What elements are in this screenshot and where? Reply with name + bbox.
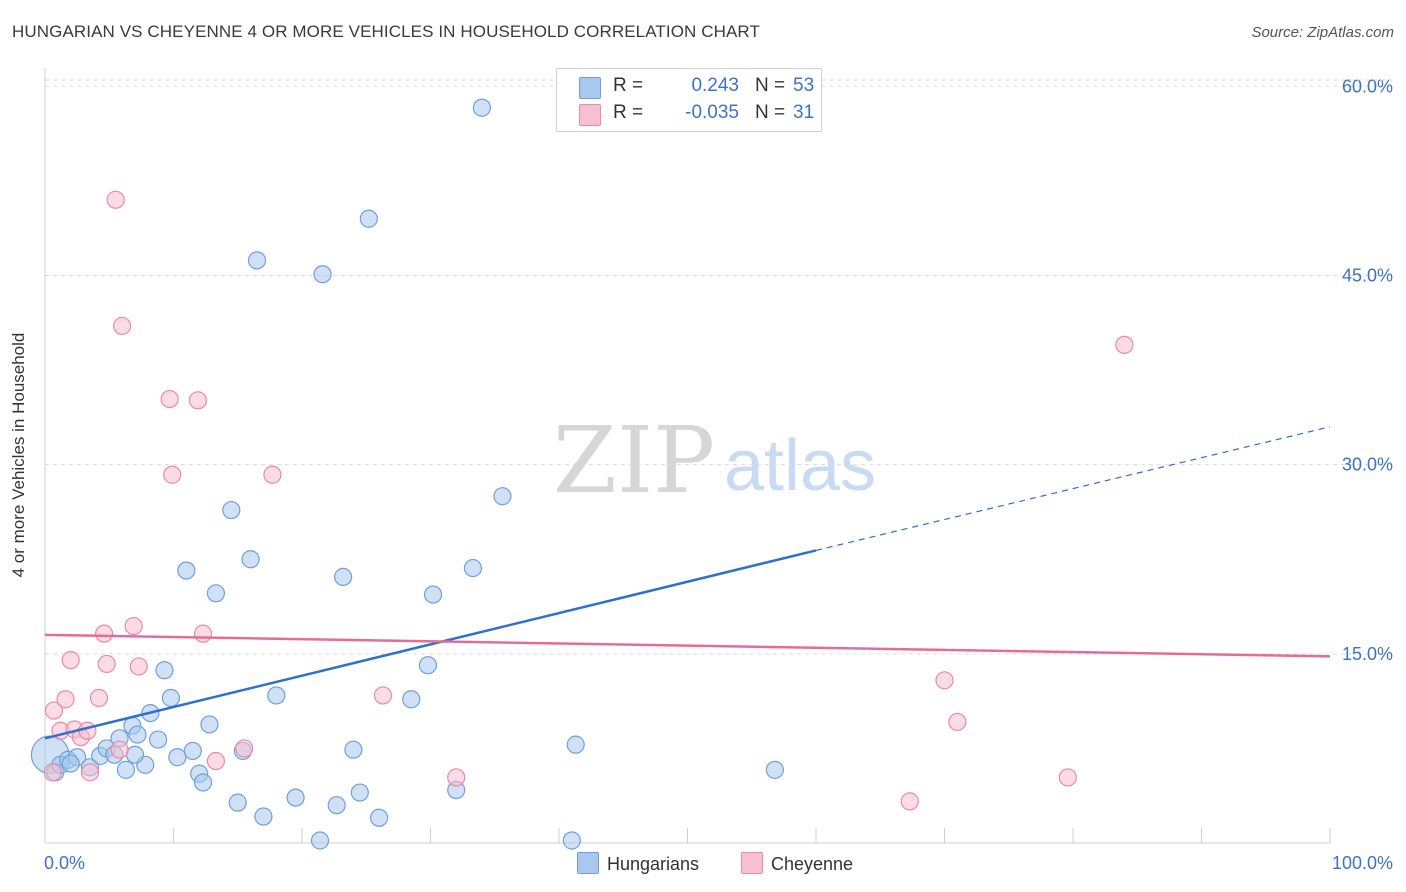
- cheyenne-point: [235, 739, 254, 758]
- cheyenne-point: [447, 768, 466, 787]
- hungarians-point: [370, 808, 389, 827]
- hungarians-point: [472, 98, 491, 117]
- n-value: 53: [793, 75, 815, 96]
- chart-title: HUNGARIAN VS CHEYENNE 4 OR MORE VEHICLES…: [12, 22, 760, 41]
- cheyenne-swatch: [741, 852, 763, 874]
- hungarians-point: [344, 740, 363, 759]
- y-tick-label: 45.0%: [1342, 265, 1393, 285]
- hungarians-point: [155, 661, 174, 680]
- cheyenne-point: [43, 763, 62, 782]
- hungarians-point: [200, 715, 219, 734]
- y-tick-label: 30.0%: [1342, 455, 1393, 475]
- source-label: Source: ZipAtlas.com: [1251, 24, 1394, 41]
- hungarians-point: [267, 686, 286, 705]
- correlation-legend: R = 0.243 N = 53 R = -0.035 N = 31: [556, 68, 822, 132]
- hungarians-point: [116, 760, 136, 779]
- legend-item-cheyenne: Cheyenne: [741, 852, 853, 875]
- hungarians-point: [402, 690, 421, 709]
- hungarians-point: [562, 831, 581, 850]
- hungarians-point: [254, 807, 273, 826]
- cheyenne-point: [78, 721, 97, 740]
- cheyenne-point: [129, 657, 148, 676]
- hungarians-point: [228, 793, 247, 812]
- cheyenne-point: [44, 701, 64, 720]
- legend-item-hungarians: Hungarians: [577, 852, 699, 875]
- hungarians-point: [286, 788, 305, 807]
- hungarians-point: [350, 783, 369, 802]
- hungarians-point: [183, 741, 202, 761]
- hungarians-point: [222, 500, 241, 520]
- n-label: N =: [755, 102, 786, 123]
- y-tick-label: 15.0%: [1342, 644, 1393, 664]
- hungarians-point: [128, 725, 147, 744]
- hungarians-point: [313, 265, 332, 284]
- cheyenne-point: [97, 654, 116, 674]
- cheyenne-point: [61, 651, 80, 670]
- cheyenne-point: [95, 624, 114, 643]
- hungarians-swatch: [577, 852, 599, 874]
- hungarians-point: [423, 585, 443, 604]
- r-label: R =: [613, 102, 644, 123]
- cheyenne-point: [163, 465, 182, 484]
- hungarians-point: [310, 831, 330, 850]
- watermark-zip: ZIP: [553, 407, 715, 514]
- hungarians-point: [566, 735, 585, 754]
- x-tick-label: 0.0%: [44, 853, 85, 873]
- cheyenne-point: [373, 686, 393, 705]
- r-value: -0.035: [685, 102, 739, 123]
- hungarians-point: [334, 567, 353, 586]
- x-tick-label: 100.0%: [1332, 853, 1393, 873]
- r-label: R =: [613, 75, 644, 96]
- cheyenne-point: [56, 690, 75, 709]
- cheyenne-point: [112, 316, 132, 336]
- cheyenne-point: [193, 624, 213, 643]
- cheyenne-point: [160, 389, 179, 409]
- hungarians-point: [247, 251, 267, 270]
- legend-label-cheyenne: Cheyenne: [771, 854, 854, 874]
- hungarians-point: [765, 760, 784, 779]
- hungarians-swatch: [579, 77, 601, 99]
- hungarians-point: [125, 745, 145, 764]
- hungarians-point: [168, 748, 187, 767]
- cheyenne-point: [900, 792, 919, 811]
- hungarians-point: [241, 550, 260, 569]
- hungarians-trend-line: [44, 549, 817, 740]
- cheyenne-point: [1058, 768, 1077, 787]
- cheyenne-point: [89, 688, 109, 708]
- cheyenne-trend-line: [44, 633, 1331, 658]
- cheyenne-point: [106, 190, 125, 209]
- hungarians-point: [148, 730, 168, 749]
- hungarians-point: [463, 558, 483, 578]
- watermark-atlas: atlas: [724, 426, 876, 506]
- cheyenne-point: [80, 763, 100, 782]
- hungarians-point: [206, 584, 226, 603]
- hungarians-point: [177, 561, 196, 580]
- cheyenne-point: [206, 751, 226, 771]
- cheyenne-point: [935, 671, 954, 690]
- cheyenne-point: [188, 391, 208, 410]
- hungarians-point: [161, 688, 181, 708]
- hungarians-point: [359, 209, 378, 228]
- cheyenne-swatch: [579, 104, 601, 126]
- n-label: N =: [755, 75, 786, 96]
- cheyenne-point: [263, 465, 282, 484]
- cheyenne-point: [124, 616, 143, 636]
- hungarians-trend-extension: [815, 426, 1331, 551]
- y-tick-label: 60.0%: [1342, 76, 1393, 96]
- hungarians-point: [61, 754, 80, 773]
- hungarians-point: [193, 773, 213, 792]
- cheyenne-point: [110, 740, 129, 759]
- n-value: 31: [793, 102, 815, 123]
- cheyenne-point: [948, 712, 967, 732]
- hungarians-point: [493, 487, 512, 506]
- r-value: 0.243: [691, 75, 739, 96]
- hungarians-point: [327, 796, 346, 815]
- legend-label-hungarians: Hungarians: [607, 854, 700, 874]
- cheyenne-point: [1115, 335, 1134, 354]
- hungarians-point: [418, 656, 438, 675]
